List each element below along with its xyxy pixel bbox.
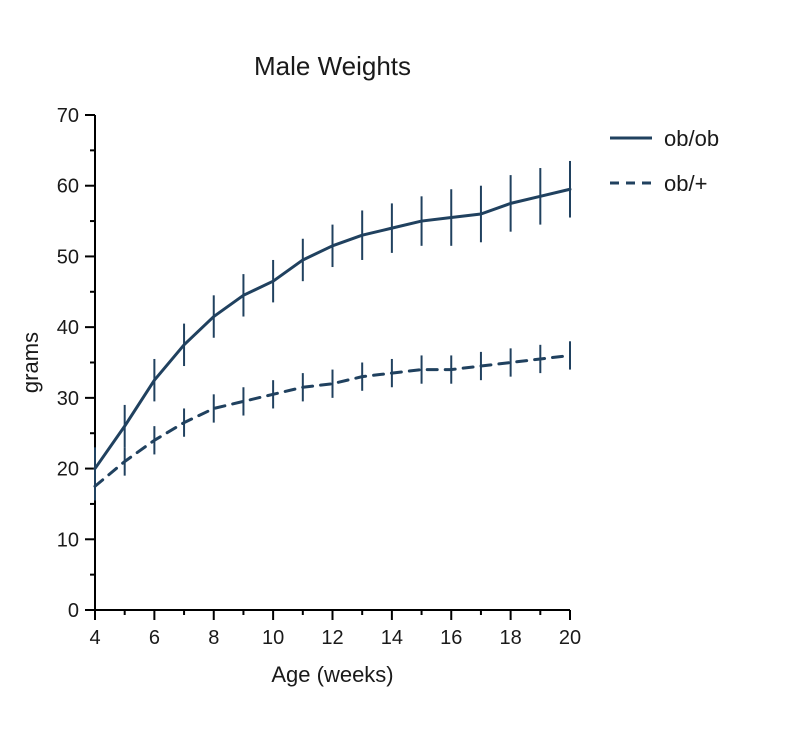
y-tick-label: 30 bbox=[57, 388, 79, 410]
y-tick-label: 10 bbox=[57, 529, 79, 551]
x-tick-label: 10 bbox=[262, 627, 284, 649]
x-tick-label: 12 bbox=[321, 627, 343, 649]
x-axis-label: Age (weeks) bbox=[271, 662, 393, 687]
x-tick-label: 4 bbox=[89, 627, 100, 649]
line-chart: Male Weights 0 10 20 30 40 50 60 70 4 6 8 10 12 14 16 18… bbox=[0, 0, 800, 735]
y-tick-label: 20 bbox=[57, 459, 79, 481]
chart-container: Male Weights 0 10 20 30 40 50 60 70 4 6 8 10 12 14 16 18… bbox=[0, 0, 800, 735]
chart-title: Male Weights bbox=[254, 51, 411, 81]
x-tick-label: 14 bbox=[381, 627, 403, 649]
x-tick-label: 18 bbox=[500, 627, 522, 649]
x-tick-label: 20 bbox=[559, 627, 581, 649]
y-tick-label: 40 bbox=[57, 317, 79, 339]
x-tick-label: 16 bbox=[440, 627, 462, 649]
x-tick-label: 8 bbox=[208, 627, 219, 649]
y-tick-label: 70 bbox=[57, 105, 79, 127]
legend-label: ob/ob bbox=[664, 126, 719, 151]
y-tick-label: 60 bbox=[57, 176, 79, 198]
legend-label: ob/+ bbox=[664, 171, 707, 196]
y-axis-label: grams bbox=[18, 332, 43, 393]
y-tick-label: 50 bbox=[57, 246, 79, 268]
y-tick-label: 0 bbox=[68, 600, 79, 622]
x-tick-label: 6 bbox=[149, 627, 160, 649]
